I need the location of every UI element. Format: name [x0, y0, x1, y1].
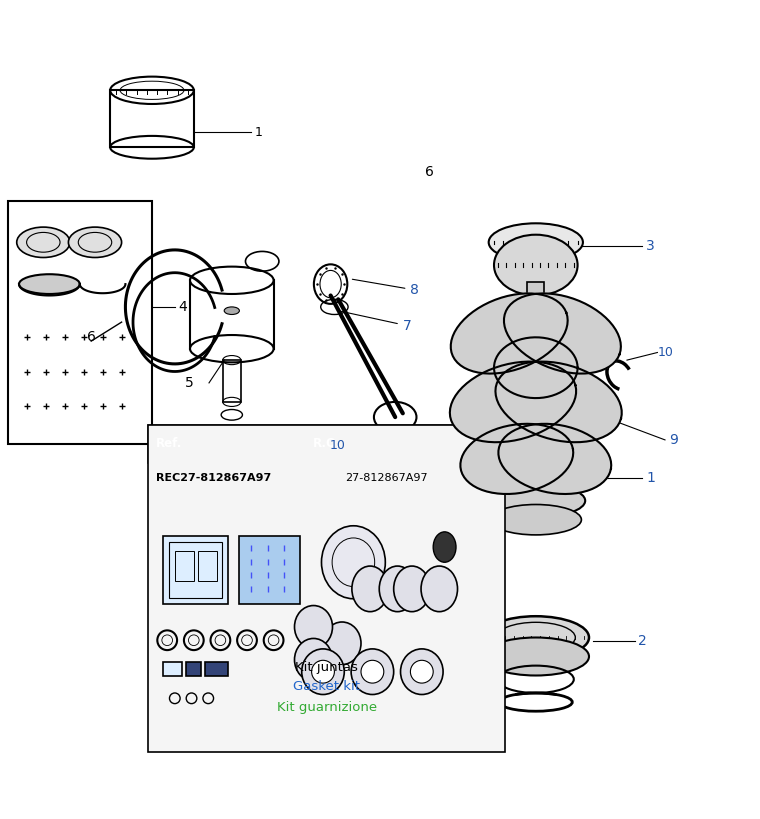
- Ellipse shape: [351, 649, 394, 695]
- Polygon shape: [499, 424, 611, 494]
- Text: 4: 4: [179, 300, 188, 314]
- Ellipse shape: [361, 660, 384, 683]
- Ellipse shape: [224, 307, 239, 314]
- Text: REC27-812867A97: REC27-812867A97: [156, 473, 271, 483]
- Ellipse shape: [490, 505, 581, 535]
- Bar: [163, 662, 182, 676]
- Bar: [585, 394, 599, 428]
- Ellipse shape: [489, 224, 583, 261]
- Ellipse shape: [321, 526, 385, 599]
- Text: 6: 6: [87, 330, 97, 344]
- Ellipse shape: [323, 622, 361, 664]
- Text: 2: 2: [638, 634, 648, 649]
- Ellipse shape: [352, 566, 388, 612]
- Ellipse shape: [68, 227, 122, 257]
- Bar: [205, 662, 228, 676]
- Ellipse shape: [312, 660, 334, 683]
- Text: 10: 10: [657, 346, 673, 359]
- Text: Kit juntas: Kit juntas: [296, 662, 358, 674]
- Text: 7: 7: [341, 311, 412, 333]
- Ellipse shape: [302, 649, 344, 695]
- Text: Gasket kit: Gasket kit: [293, 681, 360, 694]
- Ellipse shape: [486, 484, 585, 518]
- Ellipse shape: [433, 532, 456, 563]
- FancyBboxPatch shape: [148, 425, 505, 463]
- Ellipse shape: [295, 639, 333, 681]
- FancyBboxPatch shape: [148, 463, 505, 493]
- Polygon shape: [450, 361, 576, 442]
- Text: 3: 3: [646, 239, 655, 253]
- Text: 8: 8: [353, 279, 420, 297]
- Bar: [163, 536, 228, 604]
- Polygon shape: [451, 293, 568, 373]
- Ellipse shape: [19, 274, 80, 294]
- Text: 5: 5: [185, 376, 194, 390]
- Bar: [8, 201, 152, 444]
- Text: 1: 1: [646, 471, 655, 485]
- Ellipse shape: [394, 566, 430, 612]
- Bar: [223, 360, 241, 402]
- Bar: [175, 551, 194, 581]
- Polygon shape: [461, 423, 573, 494]
- Text: 9: 9: [669, 433, 678, 447]
- Text: 27-812867A97: 27-812867A97: [345, 473, 427, 483]
- Ellipse shape: [494, 235, 578, 296]
- Text: Ref.: Ref.: [156, 437, 182, 450]
- Ellipse shape: [421, 566, 458, 612]
- Polygon shape: [496, 361, 622, 442]
- Bar: [169, 541, 222, 598]
- Ellipse shape: [401, 649, 443, 695]
- Ellipse shape: [410, 660, 433, 683]
- Ellipse shape: [379, 566, 416, 612]
- Bar: [239, 536, 300, 604]
- Bar: [198, 551, 217, 581]
- Text: 1: 1: [255, 125, 262, 138]
- Polygon shape: [494, 337, 578, 398]
- Ellipse shape: [483, 637, 589, 676]
- Ellipse shape: [17, 227, 70, 257]
- Text: Kit guarnizione: Kit guarnizione: [277, 701, 377, 714]
- Text: 10: 10: [330, 440, 346, 452]
- Bar: [186, 662, 201, 676]
- Text: R.O.: R.O.: [312, 437, 341, 450]
- Bar: [527, 282, 544, 523]
- Bar: [148, 425, 505, 752]
- Text: 6: 6: [425, 165, 434, 179]
- Ellipse shape: [483, 616, 589, 658]
- Polygon shape: [504, 293, 621, 373]
- Bar: [110, 90, 194, 147]
- Ellipse shape: [295, 605, 333, 648]
